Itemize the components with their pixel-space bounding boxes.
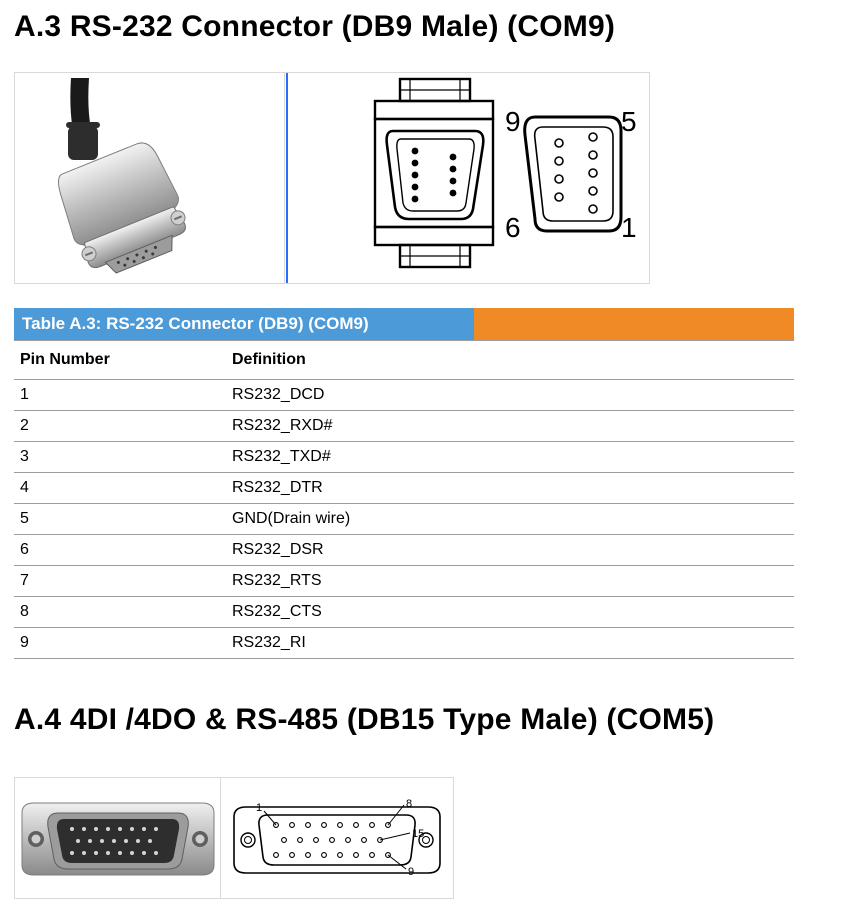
section-a4-heading: A.4 4DI /4DO & RS-485 (DB15 Type Male) (… xyxy=(14,703,848,737)
db9-images-row: 9 5 6 1 xyxy=(14,72,650,284)
table-row: 4RS232_DTR xyxy=(14,473,794,504)
cell-def: RS232_DSR xyxy=(226,535,794,566)
table-a3-title-accent xyxy=(474,308,794,340)
db15-label-15: 15 xyxy=(412,828,424,840)
db15-pinout-icon: 1 8 15 9 xyxy=(224,781,450,895)
db15-label-1: 1 xyxy=(256,802,262,814)
db9-label-6: 6 xyxy=(505,212,521,243)
cell-pin: 5 xyxy=(14,504,226,535)
table-row: 8RS232_CTS xyxy=(14,597,794,628)
cell-pin: 6 xyxy=(14,535,226,566)
cell-def: RS232_RI xyxy=(226,628,794,659)
db9-cable-icon xyxy=(20,78,280,278)
table-row: 7RS232_RTS xyxy=(14,566,794,597)
cell-pin: 2 xyxy=(14,411,226,442)
db9-label-5: 5 xyxy=(621,106,637,137)
table-row: 5GND(Drain wire) xyxy=(14,504,794,535)
section-a3-heading: A.3 RS-232 Connector (DB9 Male) (COM9) xyxy=(14,10,848,44)
db9-label-1: 1 xyxy=(621,212,637,243)
cell-pin: 3 xyxy=(14,442,226,473)
table-row: 6RS232_DSR xyxy=(14,535,794,566)
table-a3-header-row: Pin Number Definition xyxy=(14,341,794,380)
table-a3-title: Table A.3: RS-232 Connector (DB9) (COM9) xyxy=(14,308,474,340)
db15-diagram: 1 8 15 9 xyxy=(221,778,453,898)
table-row: 9RS232_RI xyxy=(14,628,794,659)
cell-def: GND(Drain wire) xyxy=(226,504,794,535)
col-pin-number: Pin Number xyxy=(14,341,226,380)
cell-pin: 1 xyxy=(14,380,226,411)
db9-pinout-icon: 9 5 6 1 xyxy=(285,73,649,283)
cell-def: RS232_DTR xyxy=(226,473,794,504)
cell-def: RS232_RXD# xyxy=(226,411,794,442)
table-row: 2RS232_RXD# xyxy=(14,411,794,442)
table-row: 3RS232_TXD# xyxy=(14,442,794,473)
cell-def: RS232_RTS xyxy=(226,566,794,597)
table-a3-title-row: Table A.3: RS-232 Connector (DB9) (COM9) xyxy=(14,308,794,341)
cell-def: RS232_CTS xyxy=(226,597,794,628)
cell-pin: 7 xyxy=(14,566,226,597)
db15-label-8: 8 xyxy=(406,798,412,810)
db9-photo xyxy=(15,73,285,283)
db15-label-9: 9 xyxy=(408,866,414,878)
table-a3: Table A.3: RS-232 Connector (DB9) (COM9)… xyxy=(14,308,794,659)
db15-connector-icon xyxy=(18,783,218,893)
cell-pin: 8 xyxy=(14,597,226,628)
col-definition: Definition xyxy=(226,341,794,380)
cell-pin: 9 xyxy=(14,628,226,659)
cell-def: RS232_DCD xyxy=(226,380,794,411)
cell-pin: 4 xyxy=(14,473,226,504)
db15-photo xyxy=(15,778,221,898)
table-row: 1RS232_DCD xyxy=(14,380,794,411)
db9-label-9: 9 xyxy=(505,106,521,137)
db9-diagram: 9 5 6 1 xyxy=(285,73,649,283)
db15-images-row: 1 8 15 9 xyxy=(14,777,454,899)
cell-def: RS232_TXD# xyxy=(226,442,794,473)
